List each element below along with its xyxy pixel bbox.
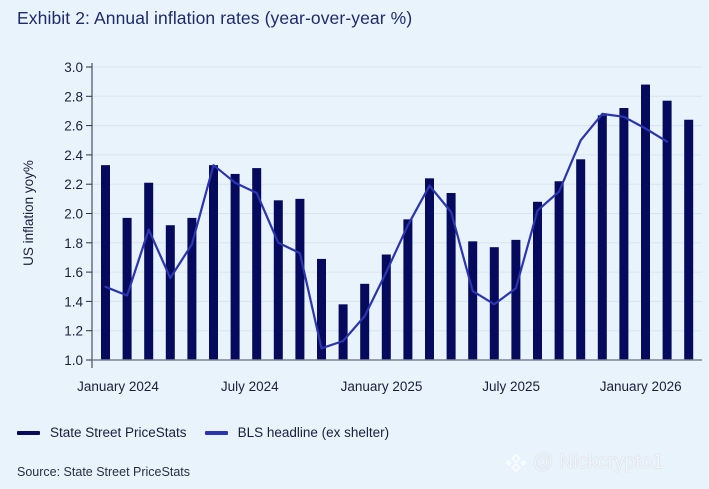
y-tick-label: 2.0 — [64, 207, 83, 222]
legend: State Street PriceStats BLS headline (ex… — [17, 425, 407, 440]
y-axis-title: US inflation yoy% — [21, 160, 36, 266]
source-note: Source: State Street PriceStats — [17, 465, 190, 479]
bar — [295, 198, 305, 360]
legend-swatch-pricestats — [17, 430, 40, 435]
bar — [165, 225, 175, 360]
bar — [511, 239, 521, 360]
bar — [230, 173, 240, 360]
bar — [533, 201, 542, 360]
legend-item-pricestats[interactable]: State Street PriceStats — [17, 425, 187, 440]
line-series — [104, 112, 669, 350]
bar — [144, 182, 154, 360]
bar — [122, 217, 132, 360]
bar — [360, 283, 370, 360]
bar — [338, 304, 348, 360]
y-tick-label: 1.2 — [64, 324, 83, 339]
bar — [554, 181, 564, 360]
y-tick-label: 2.2 — [64, 177, 83, 192]
bar — [273, 200, 283, 360]
x-tick-label: July 2024 — [221, 379, 279, 394]
bar — [252, 168, 262, 360]
x-tick-label: July 2025 — [482, 379, 540, 394]
y-tick-label: 1.0 — [64, 353, 83, 368]
x-tick-label: January 2024 — [77, 379, 159, 394]
watermark: @ Nickcrypto1 — [505, 451, 663, 474]
y-tick-label: 1.8 — [64, 236, 83, 251]
bar — [381, 254, 391, 360]
bar — [662, 100, 672, 360]
bar — [597, 115, 607, 360]
x-tick-label: January 2025 — [341, 379, 423, 394]
legend-label: BLS headline (ex shelter) — [237, 425, 390, 440]
bar — [446, 192, 456, 360]
legend-swatch-bls — [204, 430, 228, 435]
y-tick-label: 1.4 — [64, 294, 83, 309]
legend-label: State Street PriceStats — [50, 425, 187, 440]
y-tick-label: 1.6 — [64, 265, 83, 280]
bar — [619, 108, 629, 361]
bar — [576, 159, 586, 360]
y-tick-label: 2.8 — [64, 89, 83, 104]
bar — [187, 217, 197, 360]
watermark-text: @ Nickcrypto1 — [533, 451, 664, 473]
bar-series — [101, 84, 694, 361]
y-tick-label: 3.0 — [64, 60, 83, 75]
bar — [403, 219, 413, 360]
binance-logo-icon — [505, 453, 527, 472]
bar — [317, 258, 326, 360]
x-tick-label: January 2026 — [600, 379, 682, 394]
chart-title: Exhibit 2: Annual inflation rates (year-… — [17, 8, 413, 28]
bar — [425, 178, 434, 360]
bar — [468, 241, 478, 360]
bar — [209, 165, 218, 360]
y-tick-label: 2.4 — [64, 148, 83, 163]
bar — [101, 165, 110, 360]
x-axis: January 2024 July 2024 January 2025 July 20… — [77, 359, 702, 394]
y-axis: 1.0 1.2 1.4 1.6 1.8 2.0 2.2 2.4 2.6 2.8 3.0 — [64, 60, 93, 368]
gridlines — [92, 66, 702, 332]
bar — [641, 84, 650, 360]
bar — [684, 119, 694, 361]
y-tick-label: 2.6 — [64, 119, 83, 134]
legend-item-bls[interactable]: BLS headline (ex shelter) — [204, 425, 390, 440]
